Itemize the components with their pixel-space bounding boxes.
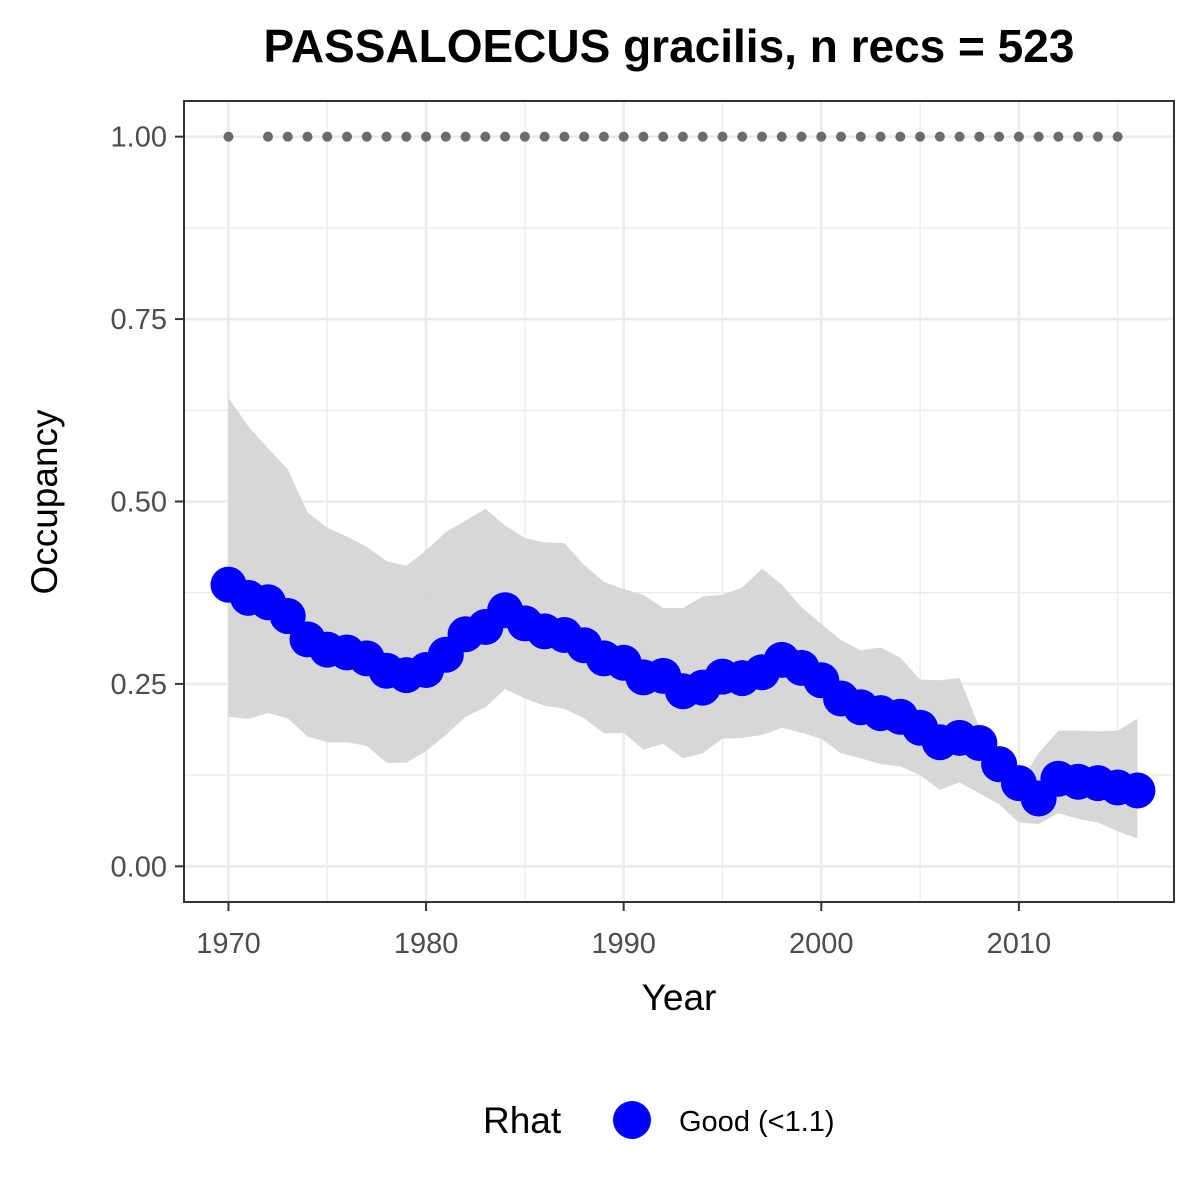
legend-label-good: Good (<1.1) xyxy=(679,1106,835,1138)
record-year-dot xyxy=(381,131,392,142)
record-year-dot xyxy=(1033,131,1044,142)
record-year-dot xyxy=(322,131,333,142)
record-year-dot xyxy=(934,131,945,142)
record-year-dot xyxy=(697,131,708,142)
record-year-dot xyxy=(638,131,649,142)
record-year-dot xyxy=(717,131,728,142)
record-year-dot xyxy=(1013,131,1024,142)
legend-title: Rhat xyxy=(483,1100,562,1141)
record-year-dot xyxy=(974,131,985,142)
y-tick-label: 0.50 xyxy=(111,487,167,519)
x-tick-label: 1970 xyxy=(196,928,261,960)
record-year-dot xyxy=(460,131,471,142)
record-year-dot xyxy=(756,131,767,142)
record-year-dot xyxy=(737,131,748,142)
x-tick-label: 2000 xyxy=(789,928,854,960)
record-year-dot xyxy=(836,131,847,142)
occupancy-points-layer xyxy=(210,566,1156,817)
record-year-dot xyxy=(519,131,530,142)
record-year-dot xyxy=(1053,131,1064,142)
legend-key-good xyxy=(613,1101,651,1139)
record-year-dot xyxy=(954,131,965,142)
y-tick-label: 0.25 xyxy=(111,669,167,701)
x-tick-label: 1990 xyxy=(591,928,656,960)
record-year-dot xyxy=(598,131,609,142)
x-axis: 1970 1980 1990 2000 2010 xyxy=(196,902,1051,960)
record-year-dot xyxy=(677,131,688,142)
record-year-dot xyxy=(776,131,787,142)
x-axis-title: Year xyxy=(642,977,717,1018)
x-tick-label: 1980 xyxy=(394,928,459,960)
record-year-dot xyxy=(1073,131,1084,142)
record-year-dot xyxy=(994,131,1005,142)
y-tick-label: 0.75 xyxy=(111,304,167,336)
y-tick-label: 0.00 xyxy=(111,851,167,883)
record-year-dot xyxy=(618,131,629,142)
occupancy-point xyxy=(1119,772,1156,809)
record-year-dot xyxy=(480,131,491,142)
y-axis: 0.00 0.25 0.50 0.75 1.00 xyxy=(111,122,184,883)
y-tick-label: 1.00 xyxy=(111,122,167,154)
record-year-dot xyxy=(855,131,866,142)
record-year-dot xyxy=(500,131,511,142)
record-year-dot xyxy=(895,131,906,142)
record-year-dot xyxy=(539,131,550,142)
x-tick-label: 2010 xyxy=(987,928,1052,960)
record-year-dot xyxy=(1092,131,1103,142)
legend: Rhat Good (<1.1) xyxy=(483,1100,835,1141)
record-year-dot xyxy=(796,131,807,142)
record-year-dot xyxy=(401,131,412,142)
record-year-dot xyxy=(579,131,590,142)
record-year-dot xyxy=(421,131,432,142)
records-layer xyxy=(223,131,1123,142)
chart-title: PASSALOECUS gracilis, n recs = 523 xyxy=(264,20,1075,72)
record-year-dot xyxy=(559,131,570,142)
record-year-dot xyxy=(816,131,827,142)
record-year-dot xyxy=(915,131,926,142)
record-year-dot xyxy=(658,131,669,142)
record-year-dot xyxy=(262,131,273,142)
record-year-dot xyxy=(223,131,234,142)
record-year-dot xyxy=(361,131,372,142)
record-year-dot xyxy=(342,131,353,142)
record-year-dot xyxy=(440,131,451,142)
record-year-dot xyxy=(875,131,886,142)
record-year-dot xyxy=(282,131,293,142)
y-axis-title: Occupancy xyxy=(24,409,65,595)
record-year-dot xyxy=(1112,131,1123,142)
record-year-dot xyxy=(302,131,313,142)
